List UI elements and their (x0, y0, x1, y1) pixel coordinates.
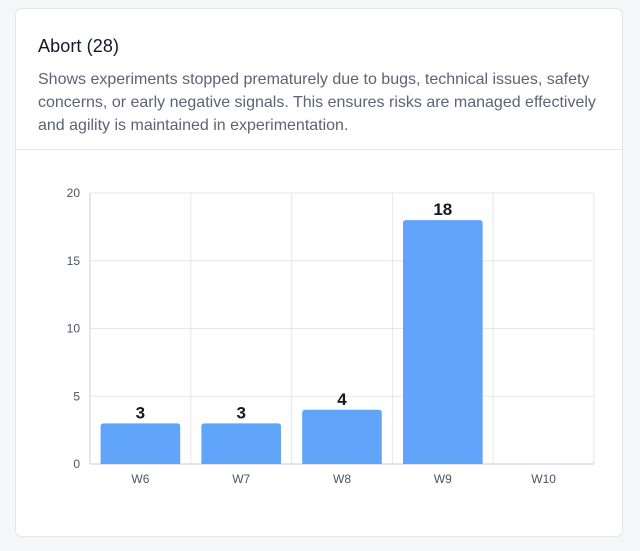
x-tick-label: W6 (131, 472, 149, 486)
bar (302, 409, 382, 464)
chart-area: 0 5 10 15 20 3 W6 3 W7 4 W8 18 W9 W10 (16, 150, 622, 536)
bar (100, 423, 181, 464)
x-tick-label: W8 (333, 472, 351, 486)
card-description: Shows experiments stopped prematurely du… (38, 71, 596, 134)
bar-value-label: 4 (337, 390, 347, 409)
y-tick-label: 20 (67, 186, 81, 200)
bar-value-label: 18 (433, 200, 452, 219)
y-tick-label: 15 (67, 254, 81, 268)
x-tick-label: W10 (531, 472, 556, 486)
y-tick-label: 0 (73, 457, 80, 471)
y-tick-label: 5 (73, 389, 80, 403)
x-tick-label: W7 (232, 472, 250, 486)
abort-card: Abort (28) Shows experiments stopped pre… (15, 8, 623, 537)
card-title: Abort (28) (38, 36, 120, 56)
y-tick-label: 10 (67, 322, 81, 336)
card-header: Abort (28) Shows experiments stopped pre… (16, 9, 622, 150)
bar (402, 220, 483, 464)
x-tick-label: W9 (434, 472, 452, 486)
bar-value-label: 3 (236, 403, 245, 422)
abort-bar-chart: 0 5 10 15 20 3 W6 3 W7 4 W8 18 W9 W10 (67, 186, 595, 486)
bar-value-label: 3 (136, 403, 145, 422)
bar (201, 423, 282, 464)
